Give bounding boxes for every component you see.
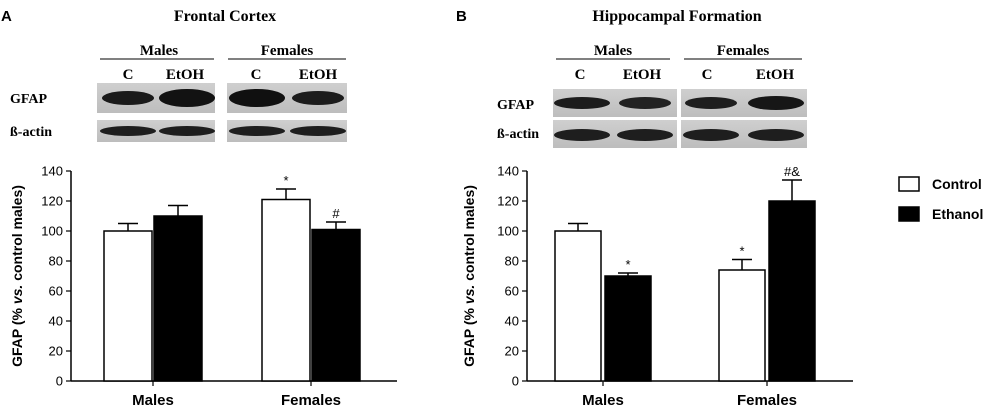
x-category-label: Males <box>582 392 624 409</box>
blot-b-band <box>554 97 610 109</box>
blot-a-lane-3: C <box>251 67 262 83</box>
y-tick-label: 80 <box>505 254 519 269</box>
x-category-label: Females <box>737 392 797 409</box>
panel-a-title: Frontal Cortex <box>174 8 276 25</box>
y-tick-label: 20 <box>49 344 63 359</box>
blot-a-row-gfap: GFAP <box>10 92 48 107</box>
blot-b-group-males: Males <box>594 43 632 59</box>
significance-mark: * <box>283 173 288 188</box>
y-tick-label: 140 <box>497 164 519 179</box>
panel-b: B Hippocampal Formation Males Females C … <box>456 8 853 409</box>
bar-ethanol <box>768 200 816 382</box>
blot-a-lane-1: C <box>123 67 134 83</box>
blot-a-band <box>159 126 215 136</box>
legend: Control Ethanol <box>898 176 983 222</box>
y-tick-label: 100 <box>41 224 63 239</box>
blot-a-band <box>290 126 346 136</box>
x-category-label: Females <box>281 392 341 409</box>
x-category-label: Males <box>132 392 174 409</box>
legend-label-ethanol: Ethanol <box>932 206 983 222</box>
blot-a-band <box>229 89 285 107</box>
blot-b-row-actin: ß-actin <box>497 127 539 142</box>
blot-b-band <box>554 129 610 141</box>
chart-b: 0 20 40 60 80 100 120 140 Males Females * * #& <box>497 164 853 409</box>
blot-a-image <box>97 83 347 142</box>
blot-a-lane-2: EtOH <box>166 67 205 83</box>
blot-b-row-gfap: GFAP <box>497 98 535 113</box>
panel-b-title: Hippocampal Formation <box>592 8 761 25</box>
y-tick-label: 60 <box>49 284 63 299</box>
bar-ethanol <box>153 215 203 382</box>
blot-a-band <box>100 126 156 136</box>
y-tick-label: 20 <box>505 344 519 359</box>
blot-b-band <box>685 97 737 109</box>
significance-mark: * <box>625 257 630 272</box>
y-tick-label: 140 <box>41 164 63 179</box>
bar-control <box>554 230 602 382</box>
blot-b-lane-4: EtOH <box>756 67 795 83</box>
blot-a-lane-4: EtOH <box>299 67 338 83</box>
blot-b-lane-3: C <box>702 67 713 83</box>
chart-a: 0 20 40 60 80 100 120 140 Males Females * # <box>41 164 397 409</box>
blot-b-band <box>617 129 673 141</box>
y-tick-label: 120 <box>41 194 63 209</box>
significance-mark: #& <box>784 164 800 179</box>
y-tick-label: 40 <box>505 314 519 329</box>
bar-control <box>261 198 311 382</box>
blot-b-band <box>683 129 739 141</box>
blot-a-band <box>229 126 285 136</box>
panel-a-letter: A <box>1 8 12 25</box>
y-tick-label: 120 <box>497 194 519 209</box>
chart-a-ylabel: GFAP (% vs. control males) <box>9 185 25 367</box>
panel-b-letter: B <box>456 8 467 25</box>
y-tick-label: 60 <box>505 284 519 299</box>
bar-ethanol <box>311 228 361 382</box>
y-tick-label: 100 <box>497 224 519 239</box>
panel-a: A Frontal Cortex Males Females C EtOH C … <box>1 8 397 409</box>
blot-b-band <box>748 96 804 110</box>
blot-b-image <box>553 89 807 148</box>
legend-swatch-control <box>898 176 920 192</box>
bar-control <box>718 269 766 382</box>
bar-ethanol <box>604 275 652 382</box>
significance-mark: * <box>739 244 744 259</box>
y-tick-label: 40 <box>49 314 63 329</box>
blot-b-band <box>748 129 804 141</box>
significance-mark: # <box>332 206 340 221</box>
legend-swatch-ethanol <box>898 206 920 222</box>
blot-b-lane-2: EtOH <box>623 67 662 83</box>
blot-a-row-actin: ß-actin <box>10 125 52 140</box>
y-tick-label: 0 <box>56 374 63 389</box>
blot-a-group-females: Females <box>261 43 314 59</box>
blot-b-group-females: Females <box>717 43 770 59</box>
chart-b-ylabel: GFAP (% vs. control males) <box>461 185 477 367</box>
blot-a-group-males: Males <box>140 43 178 59</box>
legend-label-control: Control <box>932 176 982 192</box>
blot-a-band <box>159 89 215 107</box>
blot-b-lane-1: C <box>575 67 586 83</box>
blot-a-band <box>292 91 344 105</box>
bar-control <box>103 230 153 382</box>
y-tick-label: 0 <box>512 374 519 389</box>
blot-a-band <box>102 91 154 105</box>
blot-b-band <box>619 97 671 109</box>
y-tick-label: 80 <box>49 254 63 269</box>
